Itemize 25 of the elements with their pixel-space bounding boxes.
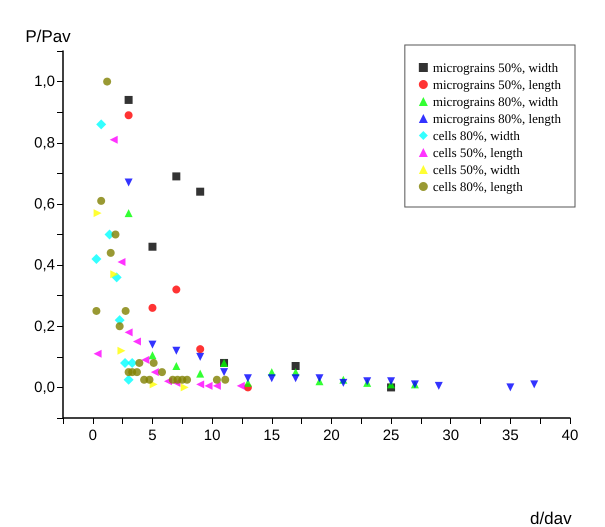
x-tick-label: 10 [204,427,220,444]
legend-label: micrograins 80%, length [432,111,562,126]
legend-label: cells 50%, length [432,145,524,160]
y-tick-label: 0,4 [34,256,55,274]
y-tick-label: 0,6 [34,195,55,212]
x-tick-label: 20 [323,427,340,444]
y-tick-label: 1,0 [34,73,55,90]
x-tick-label: 15 [263,427,280,444]
legend-label: micrograins 80%, width [432,94,559,109]
x-tick-label: 30 [442,427,460,444]
legend-label: micrograins 50%, width [432,60,559,75]
y-tick-label: 0,8 [34,134,55,152]
x-axis-title: d/dav [530,509,572,527]
legend-label: cells 50%, width [432,162,520,177]
x-tick-label: 5 [148,427,157,444]
x-tick-label: 0 [88,427,97,444]
legend-label: cells 80%, width [432,128,520,143]
legend-label: cells 80%, length [432,179,524,194]
legend-label: micrograins 50%, length [432,77,562,92]
y-tick-label: 0,2 [34,318,55,335]
y-axis-title: P/Pav [25,27,72,46]
x-tick-label: 40 [562,427,578,444]
x-tick-label: 25 [382,427,400,444]
y-tick-label: 0,0 [34,378,55,396]
x-tick-label: 35 [502,427,519,444]
